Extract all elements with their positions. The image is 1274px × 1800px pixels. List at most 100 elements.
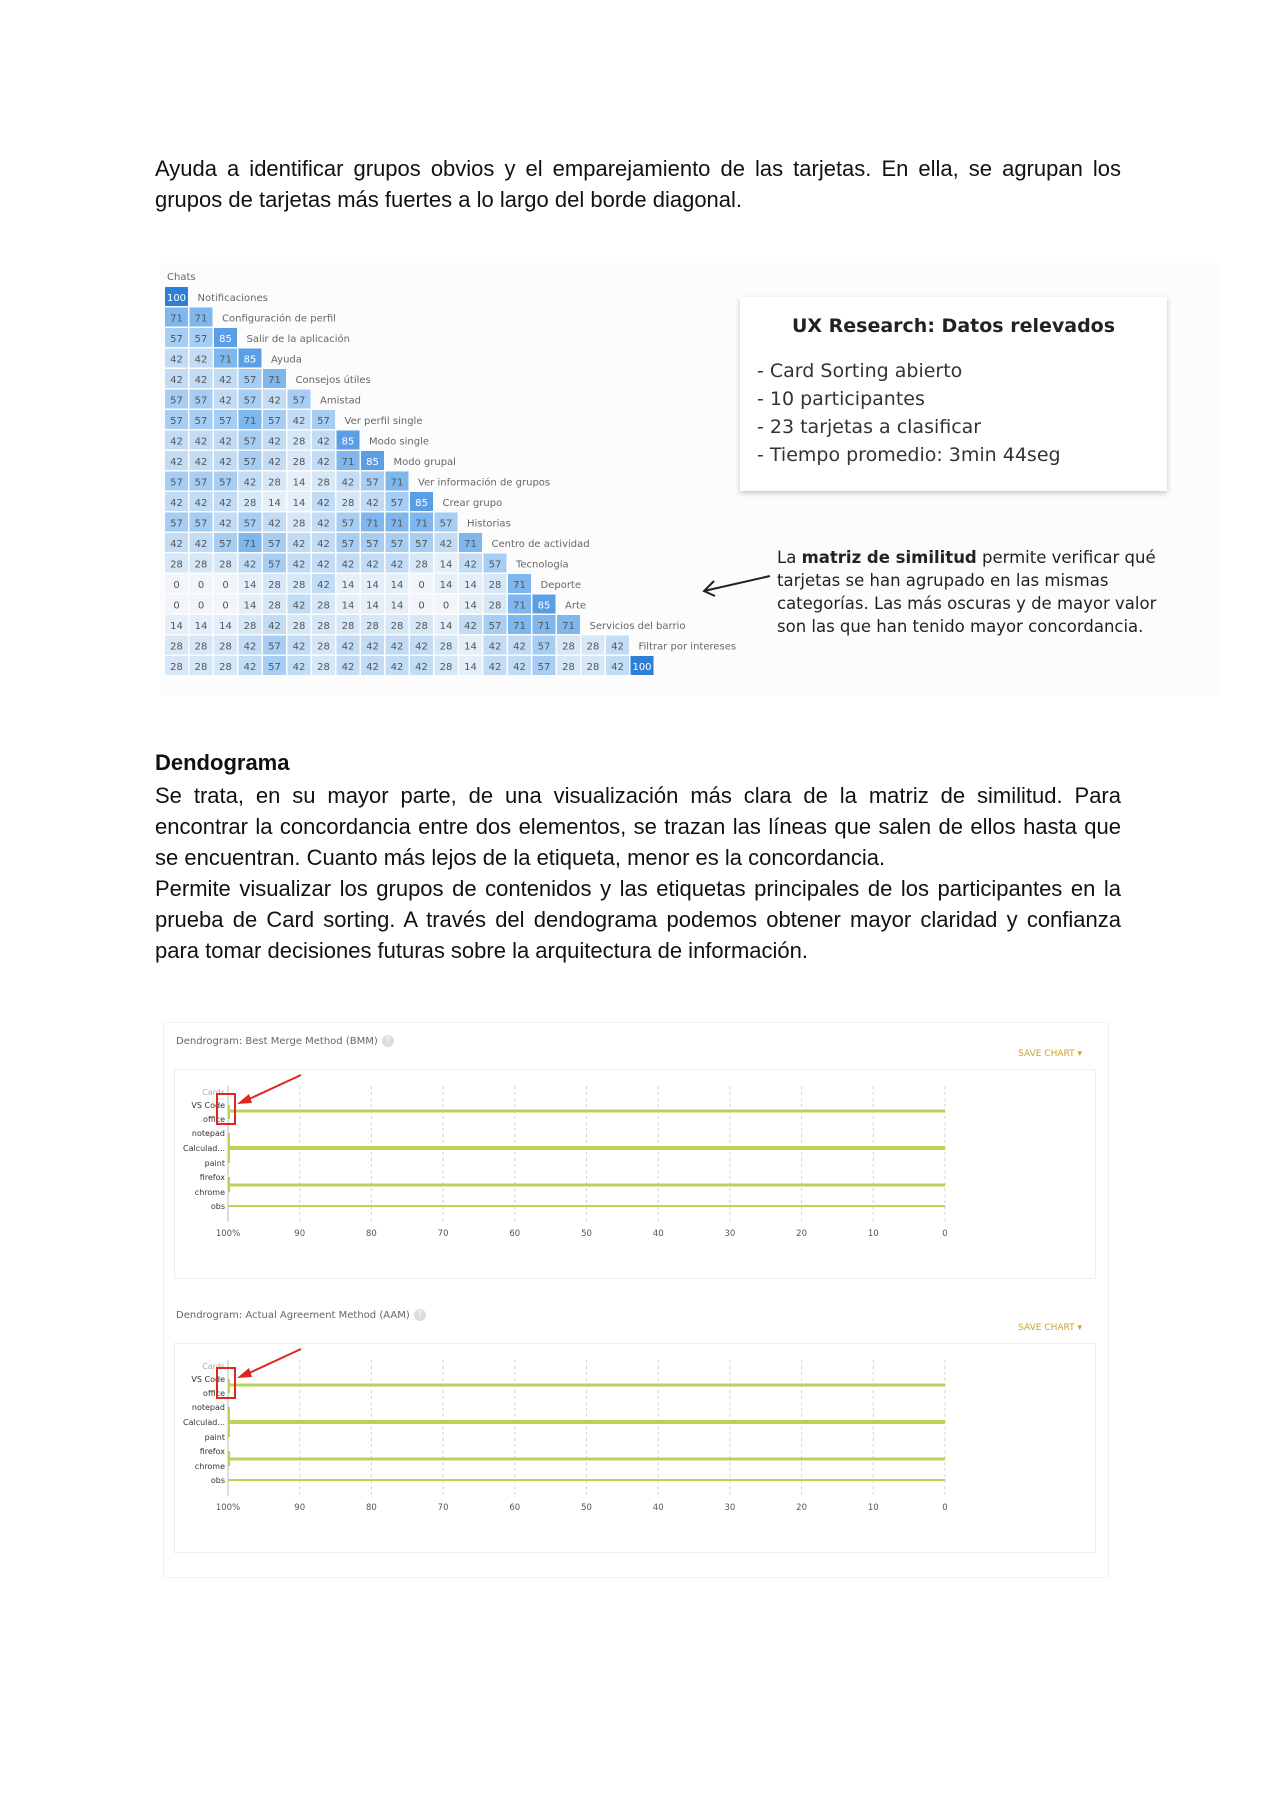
matrix-cell	[312, 635, 335, 655]
matrix-cell	[532, 656, 556, 675]
x-tick-label: 0	[942, 1229, 947, 1239]
arrow-left-icon	[702, 575, 771, 597]
matrix-cell-value: 57	[342, 539, 355, 550]
matrix-cell	[165, 430, 188, 450]
matrix-cell	[287, 635, 311, 655]
matrix-cell	[165, 553, 188, 573]
matrix-cell	[214, 594, 237, 614]
matrix-cell-value: 71	[391, 478, 404, 489]
card-label: obs	[211, 1202, 225, 1211]
matrix-cell-value: 42	[195, 375, 208, 386]
card-label: paint	[205, 1159, 225, 1168]
matrix-cell	[336, 574, 360, 593]
matrix-cell-value: 57	[170, 478, 183, 489]
matrix-cell-value: 42	[415, 642, 428, 653]
dendrogram-figure: Dendrogram: Best Merge Method (BMM)? SAV…	[163, 1022, 1109, 1578]
matrix-cell	[165, 328, 188, 347]
matrix-cell-value: 42	[219, 457, 232, 468]
help-icon[interactable]: ?	[381, 1035, 394, 1047]
matrix-cell	[557, 635, 580, 655]
matrix-cell-value: 57	[538, 642, 551, 653]
matrix-cell	[434, 512, 458, 532]
matrix-cell	[263, 369, 286, 388]
matrix-cell-value: 42	[244, 478, 257, 489]
matrix-cell	[263, 451, 286, 470]
matrix-cell-value: 0	[173, 601, 179, 612]
annotation-arrow	[246, 1348, 302, 1375]
save-chart-button[interactable]: SAVE CHART ▾	[1018, 1323, 1082, 1333]
card-label: chrome	[195, 1462, 225, 1471]
matrix-cell-value: 42	[244, 642, 257, 653]
matrix-cell-value: 71	[244, 416, 257, 427]
matrix-cell-value: 28	[244, 498, 257, 509]
matrix-cell-value: 42	[317, 457, 330, 468]
matrix-cell-value: 57	[391, 539, 404, 550]
matrix-cell	[410, 615, 433, 634]
matrix-cell-value: 14	[440, 621, 453, 632]
matrix-cell-value: 71	[268, 375, 281, 386]
matrix-cell-value: 71	[513, 580, 526, 591]
matrix-cell-value: 42	[464, 560, 477, 571]
matrix-cell-value: 42	[391, 662, 404, 673]
matrix-cell-value: 42	[513, 662, 526, 673]
matrix-cell-value: 14	[293, 478, 306, 489]
matrix-cell	[312, 553, 335, 573]
matrix-cell-value: 71	[538, 621, 551, 632]
card-label: notepad	[192, 1403, 225, 1412]
matrix-cell-value: 71	[170, 314, 183, 325]
x-tick-label: 80	[366, 1503, 377, 1513]
matrix-cell-value: 42	[317, 498, 330, 509]
matrix-cell	[189, 615, 213, 634]
matrix-cell	[361, 533, 384, 552]
matrix-cell-value: 42	[170, 498, 183, 509]
help-icon[interactable]: ?	[413, 1309, 426, 1321]
card-label: notepad	[192, 1129, 225, 1138]
matrix-cell	[287, 533, 311, 552]
matrix-cell-value: 57	[195, 416, 208, 427]
x-tick-label: 30	[724, 1229, 735, 1239]
matrix-cell	[336, 492, 360, 511]
matrix-cell-value: 28	[342, 498, 355, 509]
matrix-cell	[165, 369, 188, 388]
matrix-cell	[361, 594, 384, 614]
matrix-cell-value: 42	[366, 498, 379, 509]
matrix-cell-value: 42	[195, 457, 208, 468]
matrix-label: Chats	[167, 272, 196, 283]
x-tick-label: 20	[796, 1503, 807, 1513]
card-label: VS Code	[191, 1375, 225, 1384]
matrix-cell	[238, 594, 262, 614]
matrix-cell-value: 71	[219, 355, 232, 366]
matrix-cell	[287, 410, 311, 429]
matrix-cell-value: 57	[268, 539, 281, 550]
save-chart-button[interactable]: SAVE CHART ▾	[1018, 1049, 1082, 1059]
matrix-cell-value: 28	[293, 519, 306, 530]
matrix-cell-value: 42	[195, 539, 208, 550]
matrix-cell-value: 100	[167, 293, 186, 304]
matrix-cell-value: 42	[268, 437, 281, 448]
matrix-cell-value: 57	[195, 334, 208, 345]
matrix-cell-value: 42	[440, 539, 453, 550]
similarity-matrix: Chats 100 Notificaciones 71 71 Configuración …	[165, 272, 736, 675]
matrix-cell-value: 28	[440, 662, 453, 673]
matrix-cell	[508, 615, 531, 634]
matrix-cell-value: 57	[268, 642, 281, 653]
matrix-cell-value: 42	[391, 560, 404, 571]
matrix-cell	[336, 471, 360, 491]
matrix-cell-value: 28	[293, 621, 306, 632]
matrix-cell	[165, 287, 188, 306]
matrix-cell	[410, 512, 433, 532]
x-tick-label: 80	[366, 1229, 377, 1239]
matrix-cell-value: 42	[293, 416, 306, 427]
matrix-cell-value: 14	[342, 601, 355, 612]
matrix-cell	[263, 574, 286, 593]
matrix-cell	[312, 512, 335, 532]
matrix-cell-value: 28	[366, 621, 379, 632]
matrix-cell	[361, 512, 384, 532]
matrix-cell-value: 42	[317, 519, 330, 530]
matrix-cell-value: 85	[244, 355, 257, 366]
matrix-cell	[189, 635, 213, 655]
matrix-cell-value: 28	[244, 621, 257, 632]
matrix-cell-value: 28	[195, 642, 208, 653]
similarity-matrix-figure: Chats 100 Notificaciones 71 71 Configuración …	[160, 263, 1218, 695]
matrix-cell	[385, 512, 409, 532]
